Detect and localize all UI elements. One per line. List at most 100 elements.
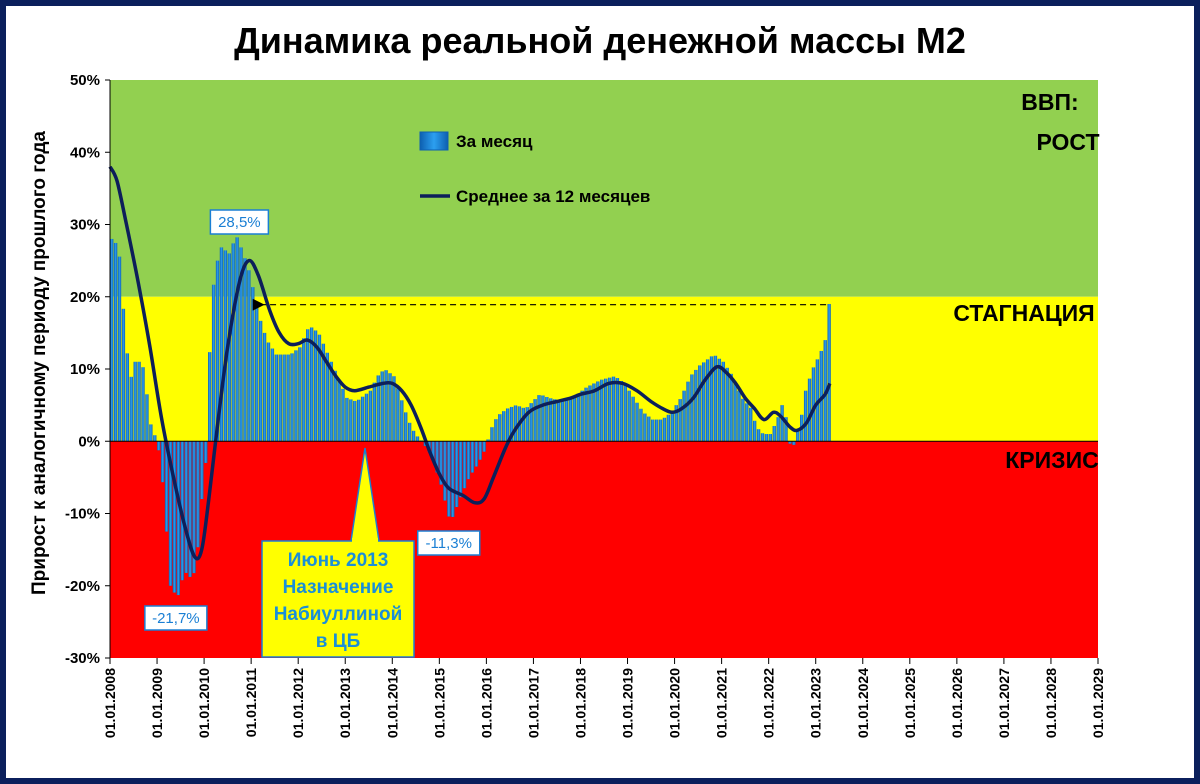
bar-monthly [494,419,498,442]
bar-monthly [364,393,369,442]
bar-monthly [345,397,349,442]
bar-monthly [298,347,302,442]
bar-monthly [639,408,643,442]
bar-monthly [353,400,357,442]
bar-monthly [827,303,831,442]
bar-monthly [466,441,471,480]
callout-min-2009-box [144,605,208,631]
bar-monthly [219,247,224,442]
y-tick-label: 10% [70,361,100,378]
bar-monthly [380,371,384,442]
bar-monthly [110,238,114,442]
bar-monthly [643,413,647,442]
x-tick-label: 01.01.2021 [714,668,730,738]
bar-monthly [690,374,694,442]
bar-monthly [486,439,490,442]
bar-monthly [137,361,141,442]
x-tick-label: 01.01.2018 [572,668,588,738]
bar-monthly [729,373,733,442]
bar-monthly [694,369,698,442]
bar-monthly [266,342,271,442]
bar-monthly [337,379,341,442]
bar-monthly [647,416,651,442]
bar-monthly [176,441,180,596]
bar-monthly [243,258,247,442]
x-tick-label: 01.01.2022 [761,668,777,738]
bar-monthly [204,441,208,463]
zone-label-growth: ВВП: [1021,89,1078,115]
x-tick-label: 01.01.2015 [431,668,447,738]
bar-monthly [784,417,788,442]
bar-monthly [756,429,761,442]
bar-monthly [141,367,145,442]
bar-monthly [396,388,400,442]
bar-monthly [439,441,443,485]
bar-monthly [627,390,631,442]
bar-monthly [482,441,486,452]
x-tick-label: 01.01.2017 [525,668,541,738]
y-tick-label: -10% [65,506,100,523]
legend-swatch-monthly [419,131,449,151]
note-line: Июнь 2013 [288,550,389,571]
bar-monthly [596,381,600,442]
y-tick-label: 30% [70,217,100,234]
bar-monthly [360,396,365,442]
bar-monthly [376,375,380,442]
zones-layer: ВВП: РОСТ СТАГНАЦИЯ КРИЗИС [110,80,1100,658]
x-tick-label: 01.01.2023 [808,668,824,738]
bar-monthly [172,441,177,593]
bar-monthly [682,390,686,442]
bar-monthly [184,441,188,573]
bar-monthly [541,395,545,442]
bar-monthly [678,399,682,442]
bar-monthly [247,270,251,442]
bar-monthly [325,352,329,442]
average-line-layer [108,165,832,561]
bar-monthly [321,343,326,442]
bar-monthly [239,247,243,442]
bar-monthly [702,362,706,442]
bar-monthly [317,334,322,442]
bar-monthly [623,384,627,442]
bar-monthly [737,390,741,442]
zone-label-stagnation: СТАГНАЦИЯ [953,300,1094,326]
bar-monthly [474,441,478,467]
bar-monthly [451,441,455,517]
bar-monthly [258,320,263,442]
note-box [261,540,415,658]
bar-monthly [662,417,667,442]
bar-monthly [388,373,392,442]
zone-label-crisis: КРИЗИС [1005,447,1098,473]
bar-monthly [392,376,396,442]
bar-monthly [733,381,737,442]
bar-monthly [788,441,792,444]
chart-plot: ВВП: РОСТ СТАГНАЦИЯ КРИЗИС 50% 40% 30% 20% 10% 0… [65,72,1106,738]
bar-monthly [721,361,725,442]
bar-monthly [462,441,467,489]
bar-monthly [435,441,439,473]
bar-monthly [549,398,553,442]
bar-monthly [615,378,620,442]
bar-monthly [537,395,541,442]
monthly-bars [110,237,831,596]
bar-monthly [282,354,286,442]
bar-monthly [113,242,118,442]
bar-monthly [584,387,588,442]
bar-monthly [796,429,800,442]
zone-growth [110,80,1098,297]
bar-monthly [188,441,192,577]
bar-monthly [592,383,596,442]
callout-min-2009-label: -21,7% [152,610,200,627]
bar-monthly [819,350,823,442]
bar-monthly [121,308,126,442]
bar-monthly [431,441,435,461]
bar-monthly [306,329,310,442]
x-tick-label: 01.01.2016 [478,668,494,738]
bar-monthly [133,361,137,442]
bar-monthly [208,352,212,442]
bar-monthly [553,399,557,442]
x-tick-label: 01.01.2019 [620,668,636,738]
bar-monthly [160,441,165,483]
bar-monthly [458,441,463,498]
